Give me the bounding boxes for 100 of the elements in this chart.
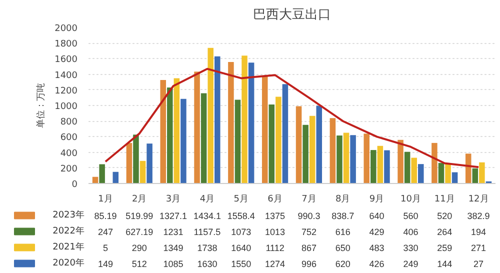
chart-title: 巴西大豆出口	[253, 8, 331, 22]
y-tick-label: 600	[60, 133, 78, 144]
data-label: 194	[471, 227, 486, 237]
data-label: 1157.5	[194, 227, 221, 237]
x-tick-label: 8月	[336, 194, 350, 204]
legend-label: 2021年	[52, 242, 84, 252]
bar	[302, 124, 308, 184]
bar	[194, 72, 200, 184]
bar	[262, 76, 268, 184]
data-label: 1013	[265, 227, 286, 237]
data-label: 271	[471, 243, 486, 253]
data-label: 616	[335, 227, 350, 237]
y-tick-label: 1000	[54, 102, 78, 112]
bar	[336, 135, 342, 184]
bar	[268, 104, 275, 184]
data-label: 426	[369, 259, 384, 269]
data-label: 1073	[231, 227, 252, 237]
x-tick-label: 10月	[400, 194, 421, 204]
data-label: 406	[403, 227, 418, 237]
data-label: 627.19	[126, 227, 154, 237]
data-label: 867	[301, 243, 316, 253]
data-label: 149	[98, 259, 113, 269]
data-label: 1231	[163, 227, 184, 237]
bar	[160, 80, 166, 184]
bar	[228, 62, 234, 184]
bar	[404, 152, 410, 184]
data-label: 1327.1	[160, 211, 188, 221]
bar	[432, 142, 438, 184]
data-label: 1558.4	[227, 211, 255, 221]
data-label: 640	[369, 211, 384, 221]
bar	[479, 162, 485, 184]
y-tick-label: 2000	[54, 24, 78, 34]
y-tick-label: 200	[60, 164, 78, 174]
data-label: 1550	[231, 259, 252, 269]
data-label: 290	[132, 243, 147, 253]
y-tick-label: 400	[60, 148, 78, 159]
bar	[445, 163, 451, 184]
bar	[384, 150, 390, 184]
data-label: 382.9	[467, 211, 490, 221]
bar	[343, 132, 350, 184]
x-tick-label: 12月	[468, 194, 489, 204]
data-label: 1640	[231, 243, 252, 253]
data-label: 27	[474, 259, 484, 269]
y-tick-label: 800	[60, 118, 78, 128]
bar	[140, 160, 146, 184]
bar	[248, 62, 254, 184]
data-label: 512	[132, 259, 147, 269]
bar	[126, 142, 132, 184]
data-label: 520	[437, 211, 452, 221]
legend-label: 2020年	[52, 258, 84, 268]
bar	[309, 116, 316, 184]
data-label: 1349	[163, 243, 184, 253]
legend-label: 2023年	[52, 210, 84, 220]
data-label: 560	[403, 211, 418, 221]
bar	[296, 106, 302, 184]
bar	[174, 78, 180, 184]
bar	[377, 146, 384, 184]
data-label: 996	[301, 259, 316, 269]
bar	[133, 134, 139, 184]
data-label: 429	[369, 227, 384, 237]
x-tick-label: 2月	[132, 194, 147, 204]
data-label: 1434.1	[193, 211, 221, 221]
bar	[214, 56, 220, 184]
bar	[350, 135, 356, 184]
x-tick-label: 9月	[369, 194, 384, 204]
data-label: 650	[335, 243, 350, 253]
x-tick-label: 11月	[434, 194, 455, 204]
x-tick-label: 3月	[166, 194, 181, 204]
bar	[99, 164, 105, 184]
data-label: 1630	[197, 259, 218, 269]
bar	[234, 100, 241, 184]
data-label: 249	[403, 259, 418, 269]
bar	[167, 87, 173, 184]
bar	[242, 56, 248, 184]
data-label: 264	[437, 227, 452, 237]
data-label: 1375	[265, 211, 286, 221]
data-label: 620	[335, 259, 350, 269]
bar	[180, 98, 186, 184]
bar	[370, 150, 376, 184]
y-axis-title: 单位：万吨	[36, 83, 47, 128]
bar	[276, 96, 282, 184]
data-label: 5	[102, 243, 108, 253]
x-tick-label: 4月	[200, 194, 215, 204]
data-label: 838.7	[332, 211, 354, 221]
data-label: 259	[437, 243, 452, 253]
y-tick-label: 1800	[54, 40, 78, 50]
bar	[411, 158, 417, 184]
bar	[282, 84, 288, 184]
data-label: 752	[301, 227, 316, 237]
data-label: 1085	[163, 259, 184, 269]
legend-label: 2022年	[52, 226, 84, 236]
bar	[208, 48, 214, 184]
x-tick-label: 6月	[268, 194, 282, 204]
x-tick-label: 1月	[98, 194, 113, 204]
data-label: 144	[437, 259, 452, 269]
line-series	[104, 68, 480, 168]
bar	[112, 172, 119, 184]
bar	[316, 106, 322, 184]
bar	[200, 93, 207, 184]
bar	[364, 134, 370, 184]
